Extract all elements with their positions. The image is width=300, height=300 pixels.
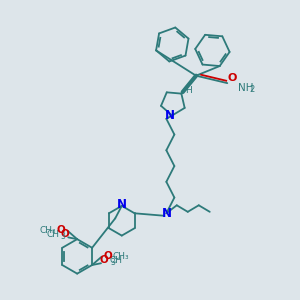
- Text: CH: CH: [110, 256, 123, 265]
- Text: CH: CH: [46, 230, 59, 239]
- Text: 3: 3: [110, 258, 116, 267]
- Text: N: N: [117, 198, 127, 211]
- Text: N: N: [162, 207, 172, 220]
- Text: O: O: [57, 225, 66, 235]
- Text: NH: NH: [238, 82, 253, 93]
- Text: O: O: [61, 230, 70, 239]
- Text: O: O: [100, 255, 108, 265]
- Text: 3: 3: [60, 232, 65, 241]
- Text: 2: 2: [249, 85, 254, 94]
- Text: O: O: [104, 251, 112, 261]
- Text: O: O: [228, 74, 237, 83]
- Text: CH₃: CH₃: [40, 226, 56, 235]
- Text: H: H: [185, 86, 191, 95]
- Text: N: N: [165, 109, 175, 122]
- Text: CH₃: CH₃: [113, 252, 130, 261]
